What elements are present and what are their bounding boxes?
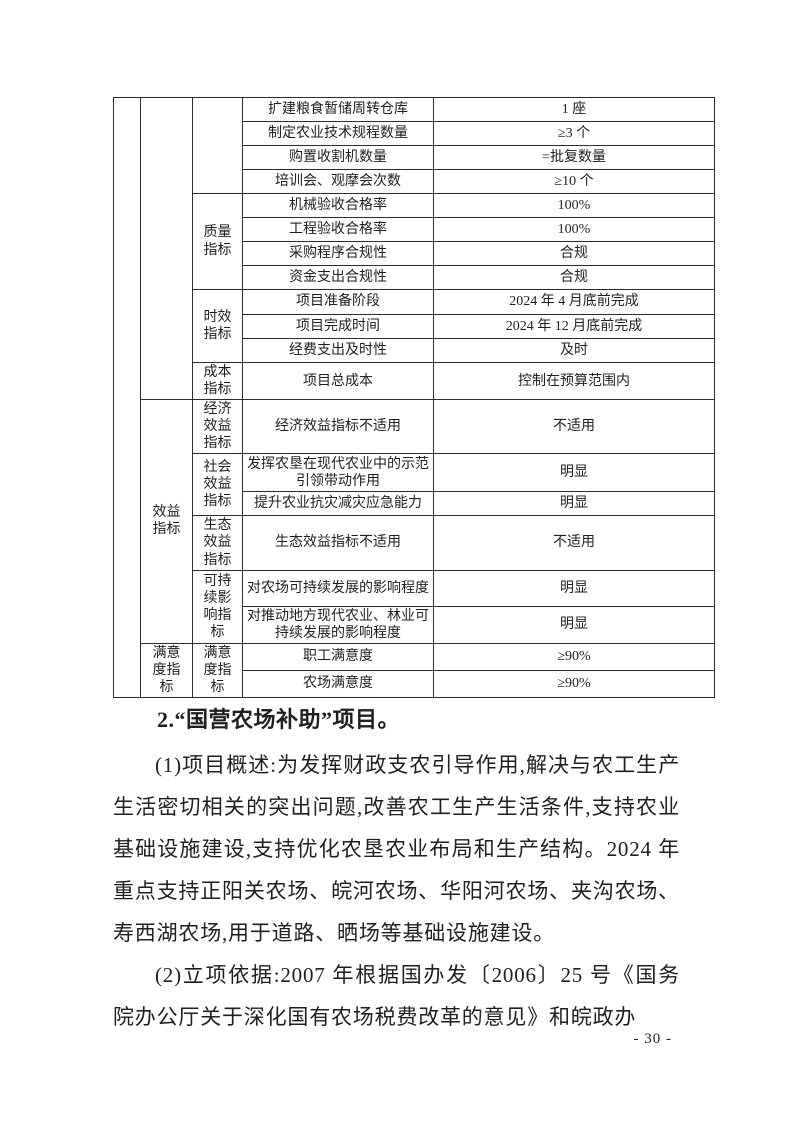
indicator-name-cell: 农场满意度 xyxy=(242,669,434,699)
group-label: 生态效益指标 xyxy=(203,518,232,568)
table-row: 可持续影响指标 对农场可持续发展的影响程度 明显 xyxy=(114,569,715,644)
indicator-value-cell: ≥3 个 xyxy=(433,121,715,146)
indicator-value-cell: 明显 xyxy=(433,605,715,644)
group-label: 效益指标 xyxy=(152,505,181,538)
group-label: 社会效益指标 xyxy=(203,460,232,510)
indicator-value-cell: =批复数量 xyxy=(433,145,715,170)
group-label: 成本指标 xyxy=(203,365,232,398)
group-label: 满意度指标 xyxy=(152,645,181,695)
group-label: 质量指标 xyxy=(203,225,232,258)
group-label-cell-economic-benefit: 经济效益指标 xyxy=(192,399,243,455)
outer-group-spacer-cell xyxy=(140,96,193,401)
group-label-cell-cost: 成本指标 xyxy=(192,361,243,401)
group-label: 时效指标 xyxy=(203,309,232,342)
table-row: 工程验收合格率 100% xyxy=(114,217,715,242)
table-row: 扩建粮食暂储周转仓库 1 座 xyxy=(113,96,715,699)
indicator-value-cell: 明显 xyxy=(433,453,715,493)
body-paragraph-1: (1)项目概述:为发挥财政支农引导作用,解决与农工生产生活密切相关的突出问题,改… xyxy=(113,753,680,945)
indicator-value-cell: 1 座 xyxy=(433,97,715,122)
indicator-value-cell: 2024 年 12 月底前完成 xyxy=(433,314,715,339)
indicator-value-cell: 控制在预算范围内 xyxy=(433,361,715,401)
table-row: 满意度指标 满意度指标 职工满意度 ≥90% xyxy=(114,642,715,699)
table-row: 对推动地方现代农业、林业可持续发展的影响程度 明显 xyxy=(114,605,715,644)
indicator-value-cell: 100% xyxy=(433,217,715,242)
indicator-value-cell: 及时 xyxy=(433,338,715,363)
inner-group-spacer-cell xyxy=(192,97,243,194)
indicator-name-cell: 经费支出及时性 xyxy=(242,338,434,363)
indicator-name-cell: 提升农业抗灾减灾应急能力 xyxy=(242,491,434,517)
group-label: 满意度指标 xyxy=(203,645,232,695)
indicator-value-cell: 不适用 xyxy=(433,399,715,455)
indicator-value-cell: 100% xyxy=(433,193,715,218)
indicator-value-cell: ≥10 个 xyxy=(433,169,715,194)
page-number: - 30 - xyxy=(633,1031,672,1047)
indicator-name-cell: 经济效益指标不适用 xyxy=(242,399,434,455)
table-row: 社会效益指标 发挥农垦在现代农业中的示范引领带动作用 明显 xyxy=(114,453,715,517)
indicator-value-cell: ≥90% xyxy=(433,669,715,699)
performance-indicator-table: 扩建粮食暂储周转仓库 1 座 制定农业技术规程数量 ≥3 个 购置收割机数量 =… xyxy=(113,96,715,699)
indicator-name-cell: 采购程序合规性 xyxy=(242,241,434,266)
table-row: 资金支出合规性 合规 xyxy=(114,265,715,290)
table-row: 质量指标 机械验收合格率 100% xyxy=(114,193,715,290)
group-label-cell-satisfaction-inner: 满意度指标 xyxy=(192,642,243,699)
indicator-name-cell: 发挥农垦在现代农业中的示范引领带动作用 xyxy=(242,453,434,493)
table-row: 培训会、观摩会次数 ≥10 个 xyxy=(114,169,715,194)
table-row: 制定农业技术规程数量 ≥3 个 xyxy=(114,121,715,146)
indicator-value-cell: 2024 年 4 月底前完成 xyxy=(433,289,715,315)
indicator-name-cell: 对农场可持续发展的影响程度 xyxy=(242,569,434,607)
body-text-block: 2.“国营农场补助”项目。 (1)项目概述:为发挥财政支农引导作用,解决与农工生… xyxy=(113,704,680,1038)
group-label-cell-ecological-benefit: 生态效益指标 xyxy=(192,515,243,571)
indicator-name-cell: 制定农业技术规程数量 xyxy=(242,121,434,146)
table-row: 时效指标 项目准备阶段 2024 年 4 月底前完成 xyxy=(114,289,715,363)
group-label: 可持续影响指标 xyxy=(203,573,232,640)
group-label-cell-benefit: 效益指标 xyxy=(140,399,193,644)
section-heading: 2.“国营农场补助”项目。 xyxy=(157,707,401,732)
group-label-cell-sustainable-impact: 可持续影响指标 xyxy=(192,569,243,644)
left-spacer-cell xyxy=(113,96,141,699)
body-paragraph-2: (2)立项依据:2007 年根据国办发〔2006〕25 号《国务院办公厅关于深化… xyxy=(113,963,680,1029)
group-label-cell-social-benefit: 社会效益指标 xyxy=(192,453,243,517)
indicator-name-cell: 购置收割机数量 xyxy=(242,145,434,170)
group-label: 经济效益指标 xyxy=(203,402,232,452)
indicator-value-cell: 合规 xyxy=(433,265,715,290)
indicator-value-cell: 明显 xyxy=(433,569,715,607)
indicator-name-cell: 扩建粮食暂储周转仓库 xyxy=(242,97,434,122)
table-row: 经费支出及时性 及时 xyxy=(114,338,715,363)
indicator-value-cell: 不适用 xyxy=(433,515,715,571)
indicator-name-cell: 资金支出合规性 xyxy=(242,265,434,290)
indicator-name-cell: 项目完成时间 xyxy=(242,314,434,339)
table-row: 购置收割机数量 =批复数量 xyxy=(114,145,715,170)
table-row: 成本指标 项目总成本 控制在预算范围内 xyxy=(114,361,715,401)
table-row: 效益指标 经济效益指标 经济效益指标不适用 不适用 xyxy=(114,399,715,644)
indicator-name-cell: 对推动地方现代农业、林业可持续发展的影响程度 xyxy=(242,605,434,644)
table-row: 项目完成时间 2024 年 12 月底前完成 xyxy=(114,314,715,339)
table-row: 采购程序合规性 合规 xyxy=(114,241,715,266)
group-label-cell-satisfaction-outer: 满意度指标 xyxy=(140,642,193,699)
group-label-cell-quality: 质量指标 xyxy=(192,193,243,290)
indicator-value-cell: ≥90% xyxy=(433,642,715,671)
indicator-value-cell: 明显 xyxy=(433,491,715,517)
indicator-name-cell: 生态效益指标不适用 xyxy=(242,515,434,571)
indicator-value-cell: 合规 xyxy=(433,241,715,266)
table-row: 生态效益指标 生态效益指标不适用 不适用 xyxy=(114,515,715,571)
indicator-name-cell: 职工满意度 xyxy=(242,642,434,671)
indicator-name-cell: 机械验收合格率 xyxy=(242,193,434,218)
indicator-name-cell: 工程验收合格率 xyxy=(242,217,434,242)
table-row: 农场满意度 ≥90% xyxy=(114,669,715,699)
indicator-name-cell: 培训会、观摩会次数 xyxy=(242,169,434,194)
indicator-name-cell: 项目准备阶段 xyxy=(242,289,434,315)
group-label-cell-timeliness: 时效指标 xyxy=(192,289,243,363)
indicator-name-cell: 项目总成本 xyxy=(242,361,434,401)
